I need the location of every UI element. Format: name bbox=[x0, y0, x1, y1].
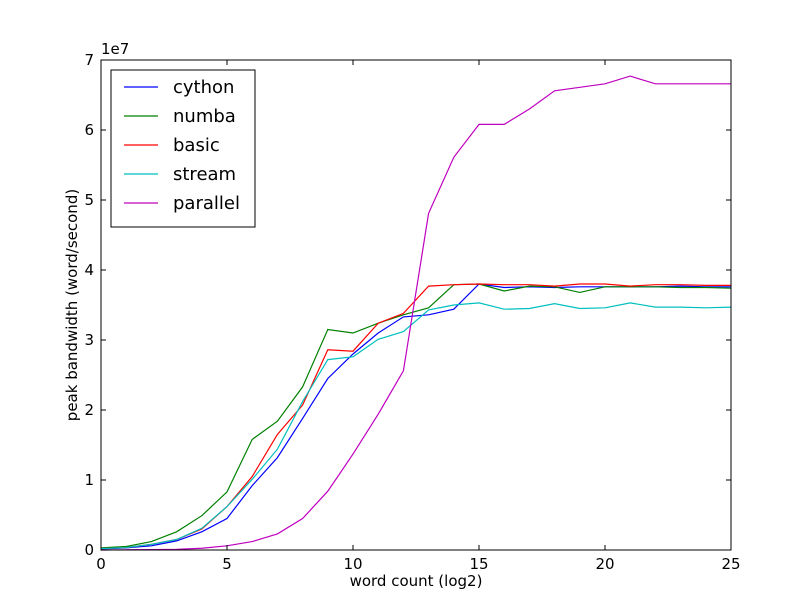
legend-box bbox=[110, 69, 256, 228]
x-tick-label: 20 bbox=[595, 555, 614, 573]
series-line-numba bbox=[100, 283, 732, 549]
y-tick-label: 1 bbox=[84, 471, 94, 489]
y-tick-label: 7 bbox=[84, 51, 94, 69]
series-line-stream bbox=[100, 302, 732, 550]
x-tick-label: 15 bbox=[469, 555, 488, 573]
series-lines bbox=[100, 75, 732, 551]
axis-ticks: 0 5 10 15 20 25 0 1 2 3 4 5 6 7 bbox=[84, 51, 740, 573]
x-tick-label: 0 bbox=[96, 555, 106, 573]
y-tick-label: 2 bbox=[84, 401, 94, 419]
series-line-parallel bbox=[100, 75, 731, 551]
x-tick-label: 5 bbox=[222, 555, 232, 573]
legend: cython numba basic stream parallel bbox=[110, 69, 256, 228]
legend-label-parallel: parallel bbox=[173, 193, 240, 214]
plot-frame bbox=[100, 59, 732, 551]
y-tick-label: 6 bbox=[84, 121, 94, 139]
legend-label-basic: basic bbox=[173, 135, 220, 156]
y-tick-label: 3 bbox=[84, 331, 94, 349]
x-axis-label: word count (log2) bbox=[350, 572, 483, 590]
x-tick-label: 10 bbox=[343, 555, 362, 573]
y-offset-label: 1e7 bbox=[101, 40, 129, 58]
y-tick-label: 0 bbox=[84, 541, 94, 559]
y-tick-label: 4 bbox=[84, 261, 94, 279]
x-tick-label: 25 bbox=[721, 555, 740, 573]
y-axis-label: peak bandwidth (word/second) bbox=[63, 189, 81, 421]
legend-label-stream: stream bbox=[173, 164, 236, 185]
legend-label-numba: numba bbox=[173, 106, 236, 127]
y-tick-label: 5 bbox=[84, 191, 94, 209]
legend-label-cython: cython bbox=[173, 77, 234, 98]
